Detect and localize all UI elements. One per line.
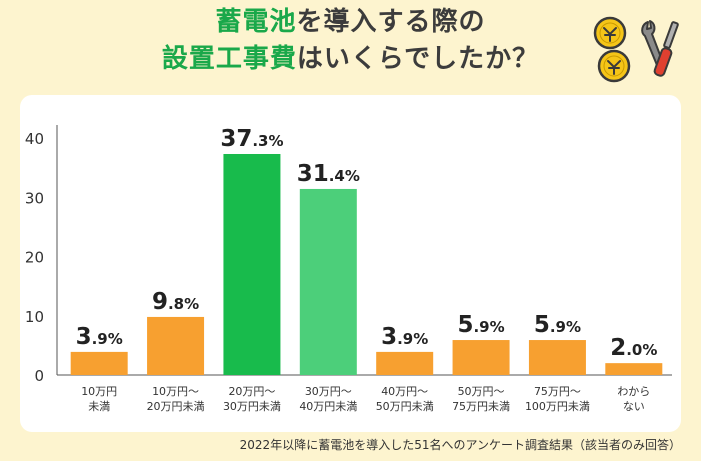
data-label: 3.9% bbox=[76, 324, 123, 350]
data-label: 37.3% bbox=[220, 126, 283, 152]
bar bbox=[376, 351, 434, 375]
bar bbox=[70, 351, 128, 375]
x-tick-label: 未満 bbox=[88, 400, 110, 413]
chart-panel: 0 10 20 30 40 3.9% 10万円未満 9.8% 10万円～ 20万円未満 37.3% 2… bbox=[20, 95, 681, 432]
x-tick-label: 75万円～ bbox=[534, 385, 581, 398]
x-tick-label: 50万円未満 bbox=[376, 400, 434, 413]
title-line-2: 設置工事費はいくらでしたか？ bbox=[161, 44, 540, 74]
y-tick-label: 10 bbox=[25, 308, 44, 326]
x-tick-label: 40万円未満 bbox=[299, 400, 357, 413]
bar bbox=[147, 316, 205, 375]
x-tick-label: 50万円～ bbox=[458, 385, 505, 398]
data-label: 5.9% bbox=[534, 312, 581, 338]
bar bbox=[605, 363, 663, 375]
chart-title: 蓄電池を導入する際の 設置工事費はいくらでしたか？ bbox=[0, 4, 701, 78]
x-tick-label: 20万円未満 bbox=[147, 400, 205, 413]
y-tick-label: 30 bbox=[25, 189, 44, 207]
bar bbox=[452, 340, 510, 375]
data-label: 5.9% bbox=[457, 312, 504, 338]
data-label: 2.0% bbox=[610, 335, 657, 361]
x-tick-label: 30万円～ bbox=[305, 385, 352, 398]
wrench-screwdriver-icon bbox=[641, 20, 679, 77]
x-tick-label: 30万円未満 bbox=[223, 400, 281, 413]
x-tick-label: 40万円～ bbox=[381, 385, 428, 398]
y-tick-label: 20 bbox=[25, 249, 44, 267]
data-label: 9.8% bbox=[152, 289, 199, 315]
y-tick-label: 40 bbox=[25, 130, 44, 148]
data-label: 3.9% bbox=[381, 324, 428, 350]
x-tick-label: 20万円～ bbox=[228, 385, 275, 398]
bar bbox=[223, 153, 281, 375]
bar bbox=[299, 188, 357, 375]
x-tick-label: 75万円未満 bbox=[452, 400, 510, 413]
x-tick-label: 100万円未満 bbox=[525, 400, 590, 413]
x-tick-label: 10万円 bbox=[81, 385, 117, 398]
x-tick-label: わから bbox=[617, 385, 650, 398]
title-line-1: 蓄電池を導入する際の bbox=[215, 7, 486, 37]
decorative-icons bbox=[593, 16, 679, 83]
coin-icon bbox=[593, 16, 631, 83]
x-tick-label: 10万円～ bbox=[152, 385, 199, 398]
x-tick-label: ない bbox=[623, 400, 645, 413]
y-tick-label: 0 bbox=[34, 367, 44, 385]
bar bbox=[528, 340, 586, 375]
data-label: 31.4% bbox=[297, 161, 360, 187]
survey-footnote: 2022年以降に蓄電池を導入した51名へのアンケート調査結果（該当者のみ回答） bbox=[239, 438, 681, 452]
